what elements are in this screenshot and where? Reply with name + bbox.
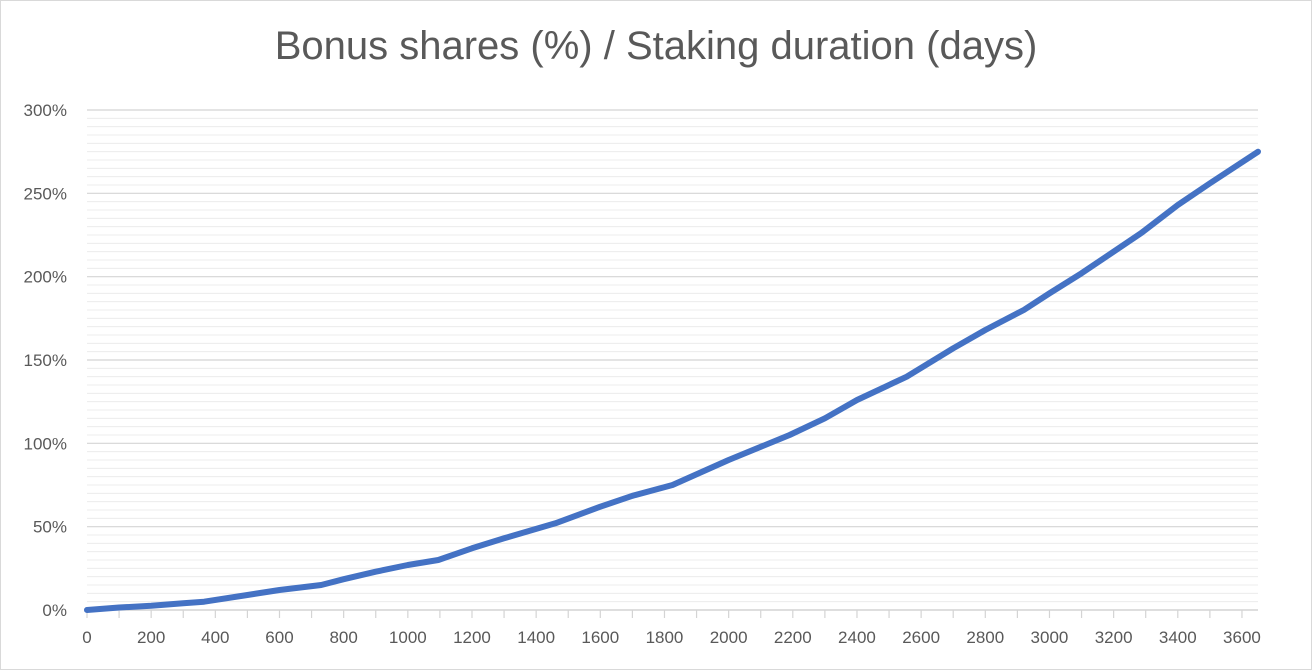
x-tick-label: 1000: [389, 628, 427, 647]
y-tick-label: 150%: [24, 351, 67, 370]
series-line: [84, 148, 1261, 613]
x-tick-label: 3200: [1095, 628, 1133, 647]
x-tick-label: 1600: [581, 628, 619, 647]
x-tick-label: 2400: [838, 628, 876, 647]
y-tick-label: 100%: [24, 434, 67, 453]
y-tick-label: 200%: [24, 268, 67, 287]
x-tick-label: 200: [137, 628, 165, 647]
x-tick-label: 3400: [1159, 628, 1197, 647]
x-tick-label: 800: [329, 628, 357, 647]
x-tick-label: 600: [265, 628, 293, 647]
y-tick-label: 300%: [24, 101, 67, 120]
x-tick-label: 2200: [774, 628, 812, 647]
x-tick-label: 0: [82, 628, 91, 647]
x-tick-label: 400: [201, 628, 229, 647]
chart-title: Bonus shares (%) / Staking duration (day…: [274, 24, 1038, 68]
x-tick-label: 3000: [1031, 628, 1069, 647]
x-tick-label: 2600: [902, 628, 940, 647]
y-tick-label: 0%: [42, 601, 67, 620]
x-tick-label: 1400: [517, 628, 555, 647]
x-tick-label: 2800: [966, 628, 1004, 647]
x-tick-label: 1200: [453, 628, 491, 647]
y-tick-label: 50%: [33, 518, 67, 537]
x-tick-label: 3600: [1223, 628, 1261, 647]
y-tick-label: 250%: [24, 184, 67, 203]
x-tick-label: 1800: [646, 628, 684, 647]
x-tick-label: 2000: [710, 628, 748, 647]
